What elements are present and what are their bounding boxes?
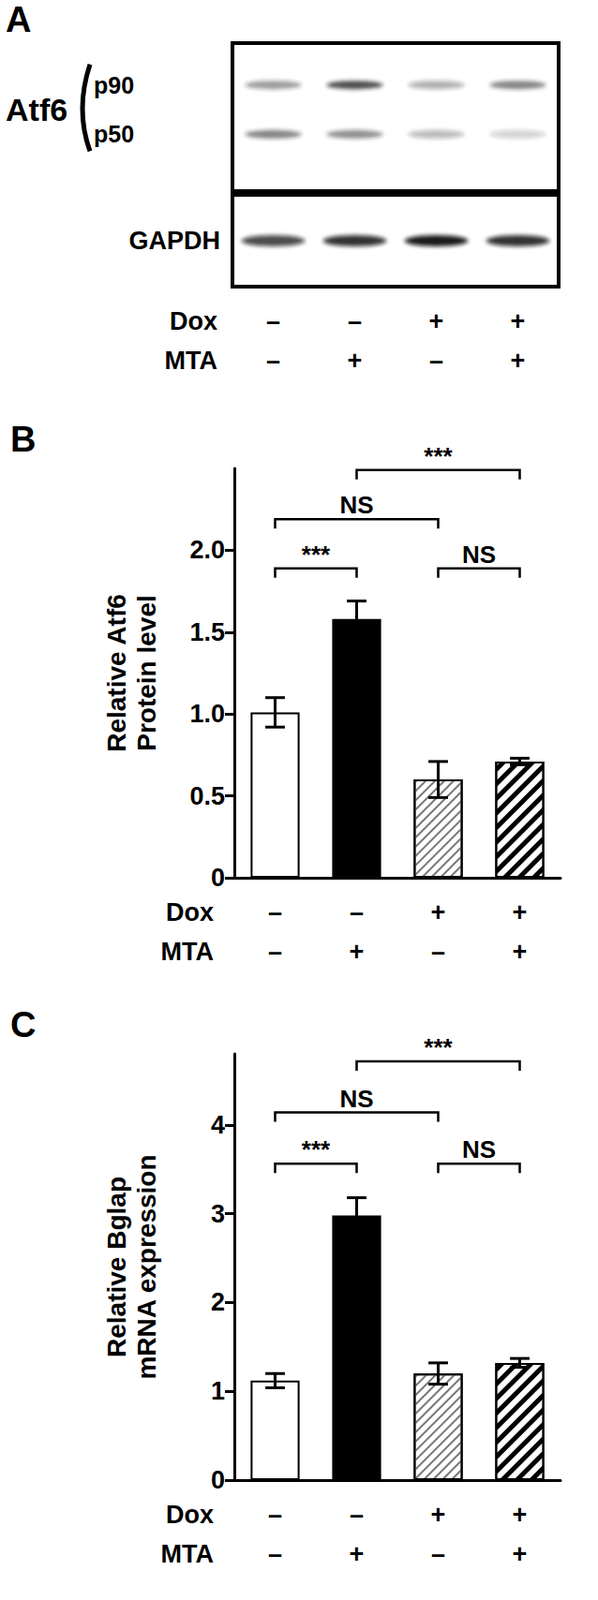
svg-text:–: – bbox=[431, 1540, 446, 1570]
svg-text:MTA: MTA bbox=[161, 1540, 214, 1570]
svg-text:p90: p90 bbox=[93, 72, 135, 99]
svg-text:–: – bbox=[268, 1540, 283, 1570]
svg-text:p50: p50 bbox=[93, 120, 135, 148]
svg-text:+: + bbox=[431, 1501, 447, 1530]
svg-text:2.0: 2.0 bbox=[189, 536, 225, 565]
svg-text:***: *** bbox=[301, 1136, 331, 1165]
svg-text:MTA: MTA bbox=[161, 938, 214, 967]
svg-text:–: – bbox=[266, 346, 281, 375]
svg-text:NS: NS bbox=[339, 1085, 374, 1114]
svg-text:+: + bbox=[347, 346, 363, 375]
svg-text:Protein level: Protein level bbox=[132, 595, 162, 752]
svg-text:0: 0 bbox=[210, 864, 225, 893]
svg-text:–: – bbox=[429, 346, 444, 375]
svg-text:+: + bbox=[512, 938, 528, 967]
svg-text:Dox: Dox bbox=[169, 307, 218, 336]
svg-text:0.5: 0.5 bbox=[189, 782, 225, 811]
svg-text:Relative Bglap: Relative Bglap bbox=[102, 1177, 132, 1359]
svg-text:C: C bbox=[10, 1005, 36, 1046]
svg-text:***: *** bbox=[423, 442, 453, 471]
svg-text:3: 3 bbox=[210, 1200, 225, 1229]
svg-text:–: – bbox=[349, 1501, 364, 1530]
svg-text:1: 1 bbox=[210, 1377, 225, 1406]
svg-text:+: + bbox=[429, 307, 445, 336]
svg-text:+: + bbox=[512, 1501, 528, 1530]
svg-text:Relative Atf6: Relative Atf6 bbox=[102, 594, 132, 753]
svg-text:–: – bbox=[268, 938, 283, 967]
svg-text:4: 4 bbox=[210, 1111, 225, 1140]
svg-text:***: *** bbox=[423, 1033, 453, 1062]
svg-text:A: A bbox=[5, 0, 31, 40]
svg-text:NS: NS bbox=[462, 1136, 496, 1165]
svg-text:***: *** bbox=[301, 540, 331, 569]
svg-text:+: + bbox=[349, 938, 365, 967]
svg-text:Dox: Dox bbox=[165, 898, 214, 927]
svg-text:NS: NS bbox=[462, 540, 496, 569]
svg-text:B: B bbox=[10, 419, 36, 460]
svg-text:NS: NS bbox=[339, 491, 374, 520]
svg-text:1.0: 1.0 bbox=[189, 700, 225, 729]
svg-text:–: – bbox=[347, 307, 362, 336]
svg-text:+: + bbox=[349, 1540, 365, 1570]
svg-text:–: – bbox=[268, 898, 283, 927]
svg-text:Dox: Dox bbox=[165, 1501, 214, 1530]
svg-text:MTA: MTA bbox=[164, 346, 218, 375]
svg-text:+: + bbox=[512, 1540, 528, 1570]
svg-text:–: – bbox=[268, 1501, 283, 1530]
svg-text:1.5: 1.5 bbox=[189, 618, 225, 647]
svg-text:mRNA expression: mRNA expression bbox=[132, 1154, 162, 1380]
svg-text:Atf6: Atf6 bbox=[5, 91, 68, 128]
svg-text:–: – bbox=[431, 938, 446, 967]
svg-text:–: – bbox=[266, 307, 281, 336]
svg-text:+: + bbox=[510, 346, 526, 375]
svg-text:2: 2 bbox=[210, 1288, 225, 1317]
svg-text:–: – bbox=[349, 898, 364, 927]
svg-text:+: + bbox=[431, 898, 447, 927]
svg-text:0: 0 bbox=[210, 1466, 225, 1495]
svg-text:+: + bbox=[510, 307, 526, 336]
svg-text:GAPDH: GAPDH bbox=[128, 226, 221, 255]
svg-text:+: + bbox=[512, 898, 528, 927]
